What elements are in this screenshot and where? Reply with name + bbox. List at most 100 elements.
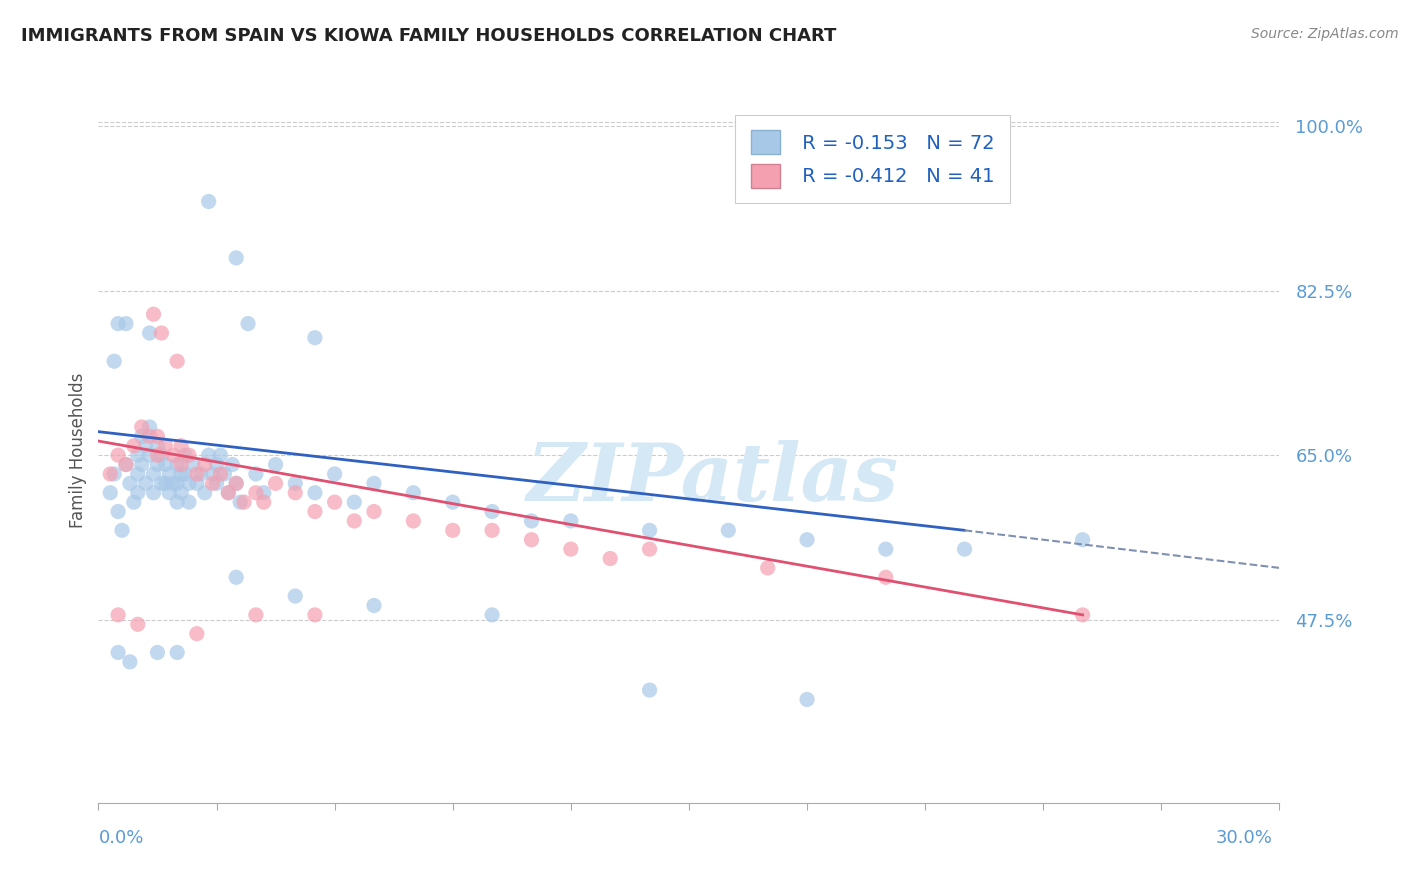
Point [229, 495, 252, 509]
Point [253, 485, 276, 500]
Point [304, 504, 326, 518]
Point [142, 307, 165, 321]
Point [225, 476, 247, 491]
Point [245, 485, 267, 500]
Point [481, 504, 503, 518]
Point [264, 476, 287, 491]
Point [481, 607, 503, 622]
Point [197, 448, 219, 462]
Point [264, 458, 287, 472]
Point [323, 467, 346, 481]
Point [155, 439, 177, 453]
Point [138, 420, 160, 434]
Point [186, 467, 208, 481]
Point [177, 495, 200, 509]
Text: Source: ZipAtlas.com: Source: ZipAtlas.com [1251, 27, 1399, 41]
Point [127, 617, 149, 632]
Point [127, 448, 149, 462]
Point [217, 485, 239, 500]
Point [166, 645, 188, 659]
Point [304, 607, 326, 622]
Legend:  R = -0.153   N = 72,  R = -0.412   N = 41: R = -0.153 N = 72, R = -0.412 N = 41 [735, 115, 1010, 203]
Point [174, 467, 197, 481]
Point [796, 533, 818, 547]
Point [1071, 533, 1094, 547]
Point [253, 495, 276, 509]
Point [1071, 607, 1094, 622]
Point [796, 692, 818, 706]
Point [225, 570, 247, 584]
Point [103, 354, 125, 368]
Point [190, 467, 212, 481]
Point [115, 458, 138, 472]
Point [166, 458, 188, 472]
Point [107, 645, 129, 659]
Point [118, 655, 141, 669]
Point [225, 251, 247, 265]
Point [131, 458, 153, 472]
Point [284, 589, 307, 603]
Point [323, 495, 346, 509]
Point [363, 504, 385, 518]
Point [135, 476, 157, 491]
Point [150, 448, 173, 462]
Point [181, 458, 204, 472]
Point [953, 542, 976, 557]
Point [146, 645, 169, 659]
Point [131, 420, 153, 434]
Point [201, 467, 224, 481]
Point [166, 476, 188, 491]
Point [111, 524, 134, 538]
Point [441, 524, 464, 538]
Point [194, 458, 217, 472]
Point [201, 476, 224, 491]
Point [107, 504, 129, 518]
Point [131, 429, 153, 443]
Text: IMMIGRANTS FROM SPAIN VS KIOWA FAMILY HOUSEHOLDS CORRELATION CHART: IMMIGRANTS FROM SPAIN VS KIOWA FAMILY HO… [21, 27, 837, 45]
Point [170, 485, 193, 500]
Point [197, 194, 219, 209]
Point [560, 542, 582, 557]
Point [170, 439, 193, 453]
Point [142, 467, 165, 481]
Point [284, 485, 307, 500]
Point [170, 467, 193, 481]
Point [157, 467, 180, 481]
Point [233, 495, 256, 509]
Point [638, 524, 661, 538]
Point [146, 439, 169, 453]
Point [343, 514, 366, 528]
Point [284, 476, 307, 491]
Point [115, 317, 138, 331]
Point [127, 485, 149, 500]
Point [122, 495, 145, 509]
Point [209, 467, 232, 481]
Point [363, 476, 385, 491]
Point [166, 354, 188, 368]
Point [162, 448, 184, 462]
Text: 0.0%: 0.0% [98, 829, 143, 847]
Point [599, 551, 621, 566]
Point [205, 458, 228, 472]
Point [146, 429, 169, 443]
Point [756, 561, 779, 575]
Point [217, 485, 239, 500]
Point [441, 495, 464, 509]
Point [875, 570, 897, 584]
Point [177, 476, 200, 491]
Point [221, 458, 243, 472]
Point [638, 542, 661, 557]
Point [520, 514, 543, 528]
Point [150, 476, 173, 491]
Point [304, 485, 326, 500]
Point [98, 467, 121, 481]
Point [127, 467, 149, 481]
Point [214, 467, 236, 481]
Point [115, 458, 138, 472]
Y-axis label: Family Households: Family Households [69, 373, 87, 528]
Point [236, 317, 259, 331]
Point [103, 467, 125, 481]
Point [138, 326, 160, 340]
Point [107, 317, 129, 331]
Point [875, 542, 897, 557]
